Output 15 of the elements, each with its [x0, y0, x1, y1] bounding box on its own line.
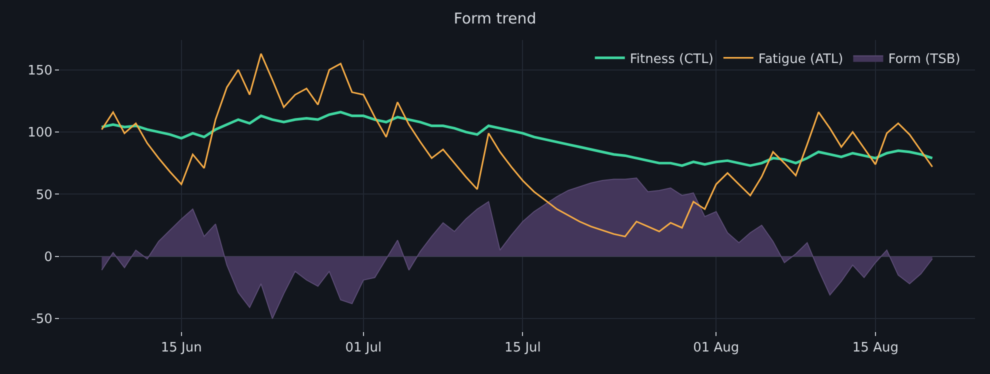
y-tick-label: 0	[44, 250, 52, 265]
legend-label: Form (TSB)	[888, 52, 960, 67]
legend-label: Fatigue (ATL)	[758, 52, 844, 67]
y-tick-label: 100	[28, 126, 52, 141]
y-tick-label: -50	[31, 312, 52, 328]
x-tick-label: 01 Aug	[693, 340, 740, 356]
y-tick-label: 150	[28, 63, 52, 78]
legend-label: Fitness (CTL)	[630, 52, 714, 67]
chart-title: Form trend	[454, 10, 536, 28]
x-tick-label: 15 Aug	[852, 340, 898, 356]
line-series	[100, 110, 934, 167]
x-tick-label: 01 Jul	[345, 340, 382, 356]
x-tick-label: 15 Jun	[160, 340, 202, 356]
y-tick-label: 50	[36, 188, 52, 203]
x-tick-label: 15 Jul	[504, 340, 541, 356]
